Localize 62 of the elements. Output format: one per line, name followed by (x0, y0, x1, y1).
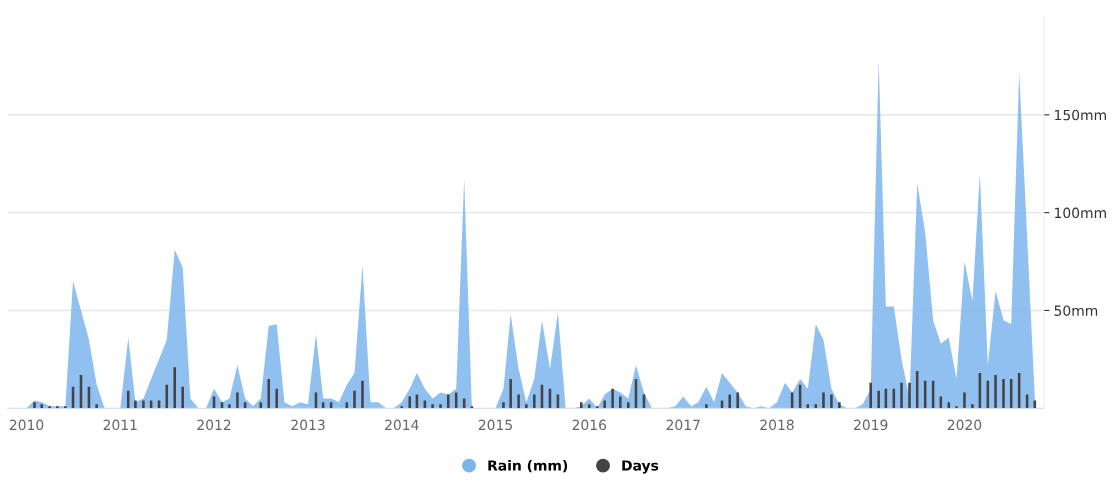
bar (134, 400, 137, 409)
bar (353, 390, 356, 409)
bar (838, 402, 841, 409)
bar (619, 396, 622, 409)
x-tick-label: 2012 (197, 419, 231, 431)
bar (994, 374, 997, 409)
bar (446, 394, 450, 409)
x-tick-label: 2019 (854, 419, 888, 431)
bar (259, 402, 263, 409)
bar (611, 388, 614, 409)
bar (908, 382, 911, 409)
x-tick-label: 2018 (760, 419, 794, 431)
bar (40, 404, 43, 409)
bar (580, 402, 583, 409)
bar (236, 392, 239, 409)
x-tick-label: 2014 (385, 419, 419, 431)
bar (165, 384, 169, 409)
y-tick-label: 150mm (1055, 109, 1106, 121)
bar (705, 404, 708, 409)
bar (95, 404, 98, 409)
bar (1002, 378, 1005, 409)
bar (869, 382, 872, 409)
x-tick-label: 2013 (291, 419, 325, 431)
bar (900, 382, 903, 409)
bar (830, 394, 833, 409)
legend-label: Rain (mm) (488, 459, 568, 473)
bar (408, 396, 412, 409)
bar (525, 404, 528, 409)
bar (517, 394, 520, 409)
x-tick-label: 2017 (666, 419, 700, 431)
bar (181, 386, 184, 409)
bar (822, 392, 825, 409)
x-tick-label: 2010 (9, 419, 44, 431)
bar (267, 378, 271, 409)
bar (728, 394, 732, 409)
bar (173, 367, 177, 409)
bar (275, 388, 278, 409)
bar (126, 390, 130, 409)
bar (736, 392, 739, 409)
bar (533, 394, 536, 409)
bar (228, 404, 231, 409)
bar (877, 390, 880, 409)
x-tick-label: 2011 (103, 419, 137, 431)
y-tick-label: 100mm (1055, 207, 1106, 219)
x-tick-label: 2020 (947, 419, 982, 431)
y-tick-label: 50mm (1054, 305, 1098, 316)
bar (502, 402, 505, 409)
bar (627, 402, 630, 409)
bar (142, 400, 145, 409)
bar (971, 404, 974, 409)
bar (814, 404, 818, 409)
legend-label: Days (622, 460, 659, 474)
bar (963, 392, 966, 409)
x-tick-label: 2016 (572, 419, 607, 431)
bar (33, 402, 36, 409)
x-tick-label: 2015 (478, 419, 512, 431)
bar (603, 400, 606, 409)
bar (509, 378, 512, 409)
bar (439, 404, 442, 409)
bar (361, 380, 364, 409)
bar (431, 404, 434, 409)
bar (587, 404, 591, 409)
